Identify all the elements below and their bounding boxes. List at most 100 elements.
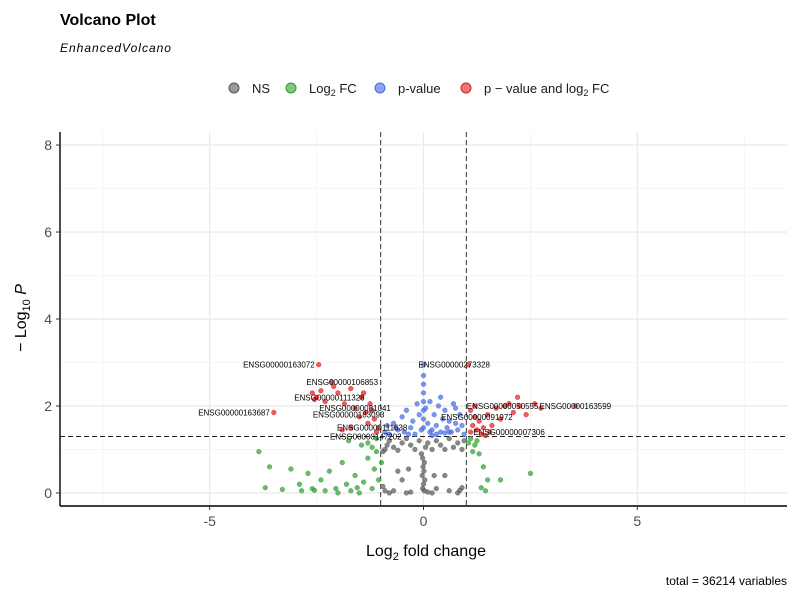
p-point (427, 429, 433, 435)
gene-label: ENSG00000050555 (467, 402, 539, 411)
ns-point (425, 489, 431, 495)
data-points (256, 362, 578, 496)
ns-point (423, 444, 429, 450)
legend-label-ns: NS (252, 81, 270, 96)
legend-label-both: p − value and log2 FC (484, 81, 609, 98)
p-point (433, 422, 439, 429)
p-point (450, 401, 457, 407)
both-point (517, 403, 523, 409)
both-point (363, 409, 369, 416)
fc-point (478, 485, 484, 491)
ns-point (422, 477, 428, 483)
legend: NS Log2 FC p-value p − value and log2 FC (228, 81, 609, 98)
p-point (440, 416, 446, 422)
legend-label-fc: Log2 FC (309, 81, 357, 98)
gene-label: ENSG00000147202 (330, 432, 402, 441)
fc-point (470, 449, 476, 455)
ns-point (382, 446, 388, 453)
fc-point (299, 488, 305, 494)
both-point (367, 401, 373, 407)
legend-swatch-p (374, 82, 386, 94)
p-point (452, 420, 459, 426)
x-tick-label: 5 (633, 513, 641, 529)
both-point (309, 390, 315, 396)
both-point (472, 414, 478, 420)
fc-point (333, 486, 339, 492)
p-point (405, 431, 412, 437)
ns-point (438, 442, 444, 448)
p-point (427, 399, 433, 405)
p-point (403, 407, 409, 413)
fc-point (375, 477, 382, 483)
fc-point (326, 468, 333, 474)
fc-point (476, 451, 482, 457)
fc-point (348, 488, 354, 494)
ns-point (395, 468, 401, 474)
p-point (420, 381, 427, 387)
both-point (369, 407, 375, 413)
both-point (493, 405, 499, 411)
both-point (506, 401, 512, 407)
ns-point (457, 487, 463, 493)
x-tick-label: 0 (420, 513, 428, 529)
both-point (489, 422, 495, 429)
both-point (271, 409, 277, 416)
gene-label: ENSG00000111328 (294, 393, 365, 402)
both-point (502, 403, 508, 409)
fc-point (296, 481, 303, 487)
fc-point (266, 464, 273, 470)
ns-point (421, 459, 427, 466)
fc-point (256, 449, 262, 455)
p-point (384, 422, 390, 429)
both-point (316, 362, 322, 368)
both-point (339, 427, 345, 433)
p-point (408, 425, 414, 431)
fc-point (356, 490, 362, 496)
ns-point (403, 490, 409, 496)
fc-point (365, 455, 371, 461)
ns-point (420, 481, 427, 487)
y-tick-label: 0 (44, 485, 52, 501)
both-point (352, 405, 358, 411)
gene-label: ENSG00000111638 (337, 424, 408, 433)
chart-title: Volcano Plot (60, 12, 156, 29)
ns-point (386, 438, 392, 444)
ns-point (461, 438, 467, 444)
p-point (410, 418, 416, 424)
both-point (485, 412, 491, 418)
ns-point (408, 442, 414, 448)
fc-point (279, 486, 285, 493)
ns-point (442, 446, 448, 453)
p-point (438, 429, 444, 435)
ns-point (446, 435, 452, 442)
ns-point (382, 488, 388, 494)
both-point (472, 403, 478, 409)
fc-point (465, 440, 472, 446)
fc-point (474, 438, 480, 444)
fc-point (485, 477, 491, 483)
p-point (423, 405, 429, 411)
both-point (348, 425, 354, 431)
fc-point (318, 477, 324, 483)
both-point (480, 425, 486, 431)
fc-point (472, 442, 478, 448)
ns-point (429, 490, 435, 496)
both-point (356, 414, 362, 420)
p-point (420, 362, 427, 368)
both-point (497, 416, 504, 422)
both-point (487, 429, 493, 435)
gene-labels: ENSG00000163072 ENSG00000106853 ENSG000001… (198, 361, 611, 442)
fc-point (335, 490, 341, 496)
fc-point (371, 466, 377, 472)
fc-point (288, 466, 294, 472)
ns-point (390, 488, 397, 494)
both-point (523, 412, 529, 418)
fc-point (365, 440, 371, 446)
ns-point (421, 468, 427, 474)
p-point (382, 429, 388, 435)
y-tick-label: 6 (44, 224, 52, 240)
ns-point (405, 466, 412, 472)
both-point (476, 418, 482, 424)
fc-point (322, 488, 328, 494)
fc-point (305, 470, 311, 476)
